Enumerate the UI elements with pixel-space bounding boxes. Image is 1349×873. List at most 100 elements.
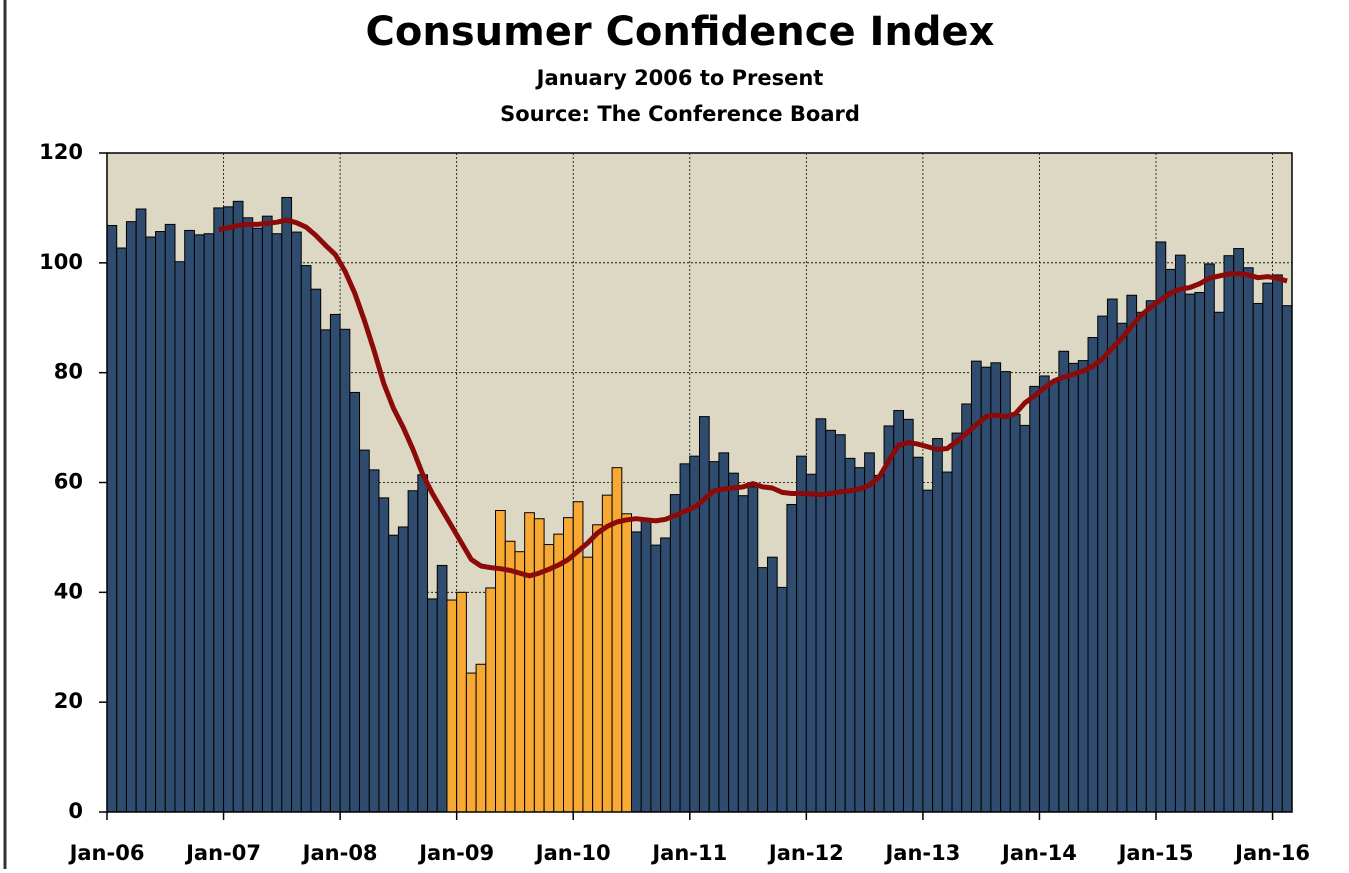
bar bbox=[397, 526, 409, 813]
bar bbox=[1136, 311, 1147, 813]
bar bbox=[1213, 311, 1225, 813]
bar bbox=[1097, 315, 1108, 813]
x-tick-label: Jan-14 bbox=[1000, 841, 1077, 865]
y-tick-label: 120 bbox=[39, 140, 83, 164]
bar bbox=[1242, 267, 1254, 813]
bar bbox=[766, 556, 778, 813]
bar bbox=[1252, 302, 1264, 813]
bar bbox=[1087, 337, 1099, 813]
bar bbox=[1038, 375, 1050, 813]
bar bbox=[961, 403, 972, 813]
x-tick-label: Jan-15 bbox=[1117, 841, 1194, 865]
bar bbox=[1272, 274, 1283, 813]
bar bbox=[193, 234, 205, 813]
bar bbox=[1106, 298, 1118, 813]
bar bbox=[737, 495, 749, 813]
bar bbox=[873, 474, 885, 813]
plot-border bbox=[106, 152, 1293, 813]
x-tick-label: Jan-13 bbox=[883, 841, 960, 865]
bar bbox=[320, 329, 331, 813]
bar bbox=[1126, 294, 1138, 813]
bar bbox=[941, 471, 953, 813]
bar bbox=[242, 217, 254, 813]
bar bbox=[291, 231, 302, 813]
bar bbox=[271, 233, 283, 813]
bar bbox=[893, 410, 904, 813]
bar bbox=[1077, 360, 1089, 813]
bar bbox=[1029, 385, 1040, 813]
bar bbox=[504, 540, 516, 813]
bar bbox=[281, 196, 293, 813]
bar bbox=[708, 461, 720, 813]
bar bbox=[407, 490, 419, 813]
bar bbox=[106, 224, 118, 813]
bar bbox=[213, 207, 225, 813]
bar bbox=[339, 328, 351, 813]
bar bbox=[932, 438, 943, 813]
bar bbox=[951, 432, 963, 813]
bar bbox=[621, 513, 633, 813]
bar bbox=[1233, 248, 1244, 813]
bar bbox=[261, 215, 273, 813]
bar bbox=[844, 457, 856, 813]
y-tick-label: 40 bbox=[54, 579, 83, 603]
chart-subtitle: January 2006 to Present bbox=[535, 66, 824, 90]
bar bbox=[164, 223, 176, 813]
bar bbox=[1223, 255, 1235, 813]
bar bbox=[184, 229, 195, 813]
bar bbox=[155, 231, 166, 813]
bar bbox=[747, 486, 759, 813]
bar bbox=[854, 467, 866, 813]
bar bbox=[223, 206, 234, 813]
bar bbox=[1165, 268, 1176, 813]
x-tick-label: Jan-10 bbox=[534, 841, 611, 865]
bar bbox=[427, 598, 438, 813]
bar bbox=[543, 544, 555, 813]
bar bbox=[378, 497, 390, 813]
bar bbox=[1174, 254, 1186, 813]
x-tick-label: Jan-07 bbox=[184, 841, 261, 865]
x-tick-label: Jan-11 bbox=[650, 841, 727, 865]
bar bbox=[1281, 305, 1293, 813]
bar bbox=[514, 551, 526, 813]
bar bbox=[1194, 291, 1206, 813]
bar bbox=[776, 586, 788, 813]
bar bbox=[864, 452, 875, 813]
bar bbox=[388, 534, 399, 813]
bar bbox=[728, 472, 739, 813]
bar bbox=[631, 531, 642, 813]
bar bbox=[475, 663, 487, 813]
bar bbox=[650, 544, 662, 813]
bar bbox=[456, 591, 467, 813]
bar bbox=[660, 537, 671, 813]
bar bbox=[329, 313, 341, 813]
bar bbox=[1184, 293, 1196, 813]
bar bbox=[990, 362, 1002, 813]
bar bbox=[718, 452, 730, 813]
bar bbox=[902, 418, 914, 813]
bar bbox=[1000, 371, 1011, 813]
bar bbox=[1019, 424, 1031, 813]
x-tick-label: Jan-12 bbox=[767, 841, 844, 865]
bar bbox=[980, 366, 992, 813]
bar bbox=[135, 208, 147, 813]
bar bbox=[300, 265, 312, 813]
bar bbox=[1058, 350, 1070, 813]
bar bbox=[592, 524, 603, 813]
bar bbox=[232, 200, 244, 813]
bar bbox=[679, 463, 691, 813]
bar bbox=[699, 416, 710, 813]
bar bbox=[582, 556, 594, 813]
bar bbox=[203, 233, 215, 813]
y-tick-label: 20 bbox=[54, 689, 83, 713]
bar bbox=[465, 672, 477, 813]
bar bbox=[796, 455, 807, 813]
bar bbox=[417, 474, 429, 813]
bar bbox=[252, 227, 263, 813]
bar bbox=[359, 449, 370, 813]
bar bbox=[1009, 413, 1021, 813]
y-tick-label: 80 bbox=[54, 360, 83, 384]
bar bbox=[669, 494, 681, 813]
bar bbox=[495, 510, 506, 813]
